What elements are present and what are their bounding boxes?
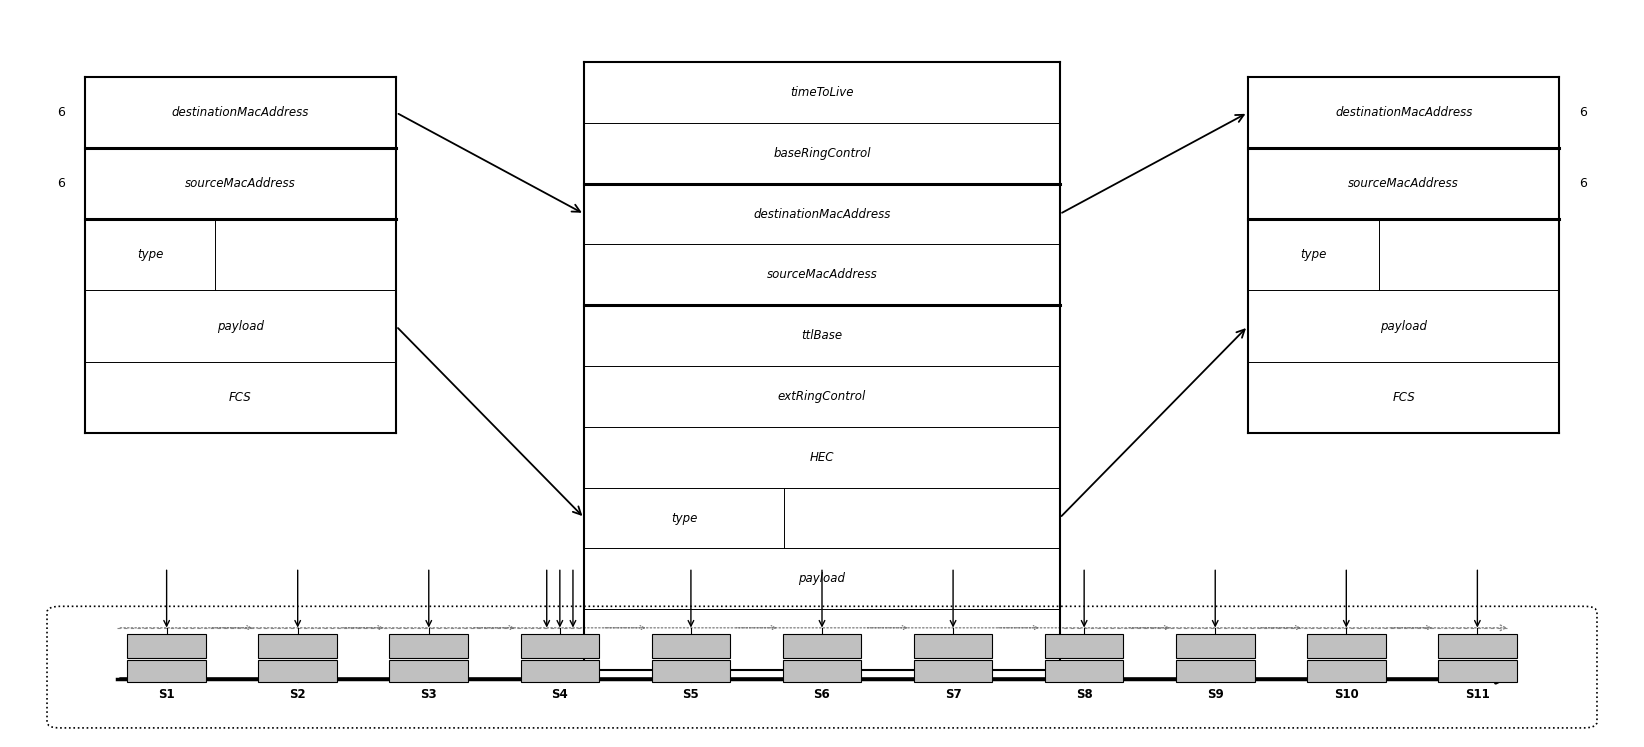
Bar bbox=[584, 62, 1060, 670]
Text: destinationMacAddress: destinationMacAddress bbox=[1335, 106, 1473, 119]
Bar bbox=[258, 660, 337, 682]
Text: S2: S2 bbox=[289, 688, 306, 701]
Bar bbox=[390, 634, 469, 658]
Bar bbox=[914, 634, 993, 658]
Text: S9: S9 bbox=[1207, 688, 1223, 701]
Text: S4: S4 bbox=[551, 688, 569, 701]
Bar bbox=[783, 660, 861, 682]
Bar bbox=[1307, 660, 1386, 682]
Bar bbox=[85, 77, 396, 433]
Bar bbox=[1175, 660, 1254, 682]
Bar bbox=[1438, 660, 1517, 682]
Bar bbox=[1248, 77, 1559, 433]
Text: S7: S7 bbox=[945, 688, 962, 701]
Bar bbox=[651, 634, 730, 658]
Bar bbox=[258, 634, 337, 658]
Text: sourceMacAddress: sourceMacAddress bbox=[186, 177, 296, 190]
Bar bbox=[1307, 634, 1386, 658]
Text: destinationMacAddress: destinationMacAddress bbox=[753, 208, 891, 220]
Text: type: type bbox=[671, 512, 697, 524]
Bar bbox=[1046, 634, 1123, 658]
Text: 6: 6 bbox=[58, 177, 66, 190]
Bar bbox=[521, 634, 598, 658]
Bar bbox=[390, 660, 469, 682]
Bar bbox=[127, 660, 206, 682]
Bar bbox=[651, 660, 730, 682]
Text: payload: payload bbox=[217, 320, 263, 332]
Text: timeToLive: timeToLive bbox=[791, 86, 853, 99]
Bar bbox=[1175, 634, 1254, 658]
Text: payload: payload bbox=[799, 572, 845, 586]
Text: payload: payload bbox=[1381, 320, 1427, 332]
Text: extRingControl: extRingControl bbox=[778, 390, 866, 403]
Text: destinationMacAddress: destinationMacAddress bbox=[171, 106, 309, 119]
Bar bbox=[783, 634, 861, 658]
Text: sourceMacAddress: sourceMacAddress bbox=[766, 268, 878, 282]
Text: 6: 6 bbox=[1578, 177, 1586, 190]
Text: S5: S5 bbox=[682, 688, 699, 701]
Text: S11: S11 bbox=[1465, 688, 1489, 701]
Bar bbox=[914, 660, 993, 682]
Text: S8: S8 bbox=[1075, 688, 1093, 701]
Bar bbox=[127, 634, 206, 658]
Text: S1: S1 bbox=[158, 688, 174, 701]
Text: ttlBase: ttlBase bbox=[801, 329, 843, 342]
Text: type: type bbox=[1300, 248, 1327, 261]
Text: FCS: FCS bbox=[229, 391, 252, 403]
Text: sourceMacAddress: sourceMacAddress bbox=[1348, 177, 1458, 190]
Text: S10: S10 bbox=[1333, 688, 1358, 701]
Bar bbox=[1438, 634, 1517, 658]
Text: 6: 6 bbox=[58, 106, 66, 119]
Text: 6: 6 bbox=[1578, 106, 1586, 119]
Text: S3: S3 bbox=[421, 688, 437, 701]
Text: FCS: FCS bbox=[810, 633, 834, 646]
Text: FCS: FCS bbox=[1392, 391, 1415, 403]
Text: type: type bbox=[136, 248, 163, 261]
Text: S6: S6 bbox=[814, 688, 830, 701]
Text: baseRingControl: baseRingControl bbox=[773, 147, 871, 160]
Bar bbox=[1046, 660, 1123, 682]
Text: HEC: HEC bbox=[810, 450, 834, 464]
Bar bbox=[521, 660, 598, 682]
